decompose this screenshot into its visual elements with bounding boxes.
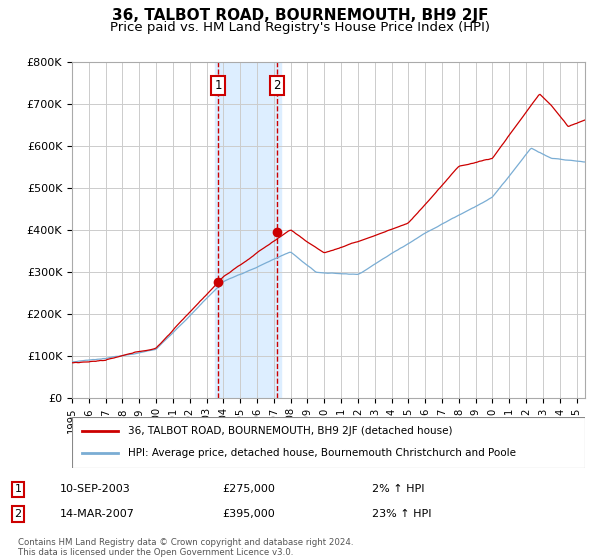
Text: 2: 2 xyxy=(274,78,281,92)
Text: Contains HM Land Registry data © Crown copyright and database right 2024.
This d: Contains HM Land Registry data © Crown c… xyxy=(18,538,353,557)
Text: 2% ↑ HPI: 2% ↑ HPI xyxy=(372,484,425,494)
Text: 23% ↑ HPI: 23% ↑ HPI xyxy=(372,509,431,519)
Text: £275,000: £275,000 xyxy=(222,484,275,494)
Text: HPI: Average price, detached house, Bournemouth Christchurch and Poole: HPI: Average price, detached house, Bour… xyxy=(128,449,517,459)
Text: £395,000: £395,000 xyxy=(222,509,275,519)
Text: 1: 1 xyxy=(14,484,22,494)
Text: 1: 1 xyxy=(214,78,222,92)
Text: Price paid vs. HM Land Registry's House Price Index (HPI): Price paid vs. HM Land Registry's House … xyxy=(110,21,490,34)
Bar xyxy=(215,62,281,398)
Text: 10-SEP-2003: 10-SEP-2003 xyxy=(60,484,131,494)
Text: 2: 2 xyxy=(14,509,22,519)
Text: 14-MAR-2007: 14-MAR-2007 xyxy=(60,509,135,519)
Text: 36, TALBOT ROAD, BOURNEMOUTH, BH9 2JF: 36, TALBOT ROAD, BOURNEMOUTH, BH9 2JF xyxy=(112,8,488,24)
Text: 36, TALBOT ROAD, BOURNEMOUTH, BH9 2JF (detached house): 36, TALBOT ROAD, BOURNEMOUTH, BH9 2JF (d… xyxy=(128,426,453,436)
